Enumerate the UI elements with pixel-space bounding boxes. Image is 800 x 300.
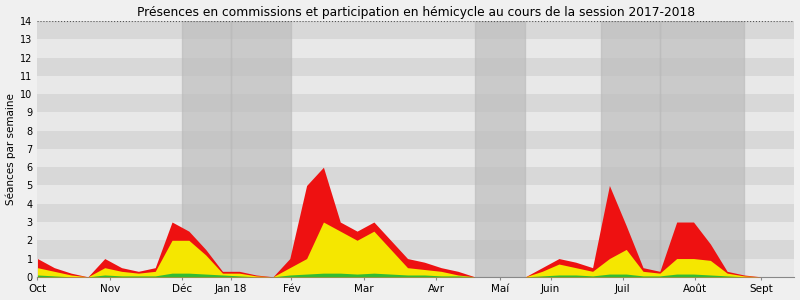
Bar	[38, 76, 794, 94]
Bar	[475, 21, 526, 277]
Bar	[38, 204, 794, 222]
Bar	[182, 21, 231, 277]
Bar	[38, 94, 794, 112]
Bar	[38, 39, 794, 58]
Bar	[38, 3, 794, 21]
Bar	[231, 21, 291, 277]
Bar	[38, 185, 794, 204]
Bar	[38, 240, 794, 259]
Bar	[38, 58, 794, 76]
Title: Présences en commissions et participation en hémicycle au cours de la session 20: Présences en commissions et participatio…	[137, 6, 695, 19]
Bar	[38, 21, 794, 39]
Bar	[38, 259, 794, 277]
Y-axis label: Séances par semaine: Séances par semaine	[6, 93, 16, 205]
Bar	[38, 222, 794, 240]
Bar	[38, 149, 794, 167]
Bar	[660, 21, 744, 277]
Bar	[38, 112, 794, 131]
Bar	[38, 131, 794, 149]
Bar	[38, 167, 794, 185]
Bar	[601, 21, 660, 277]
